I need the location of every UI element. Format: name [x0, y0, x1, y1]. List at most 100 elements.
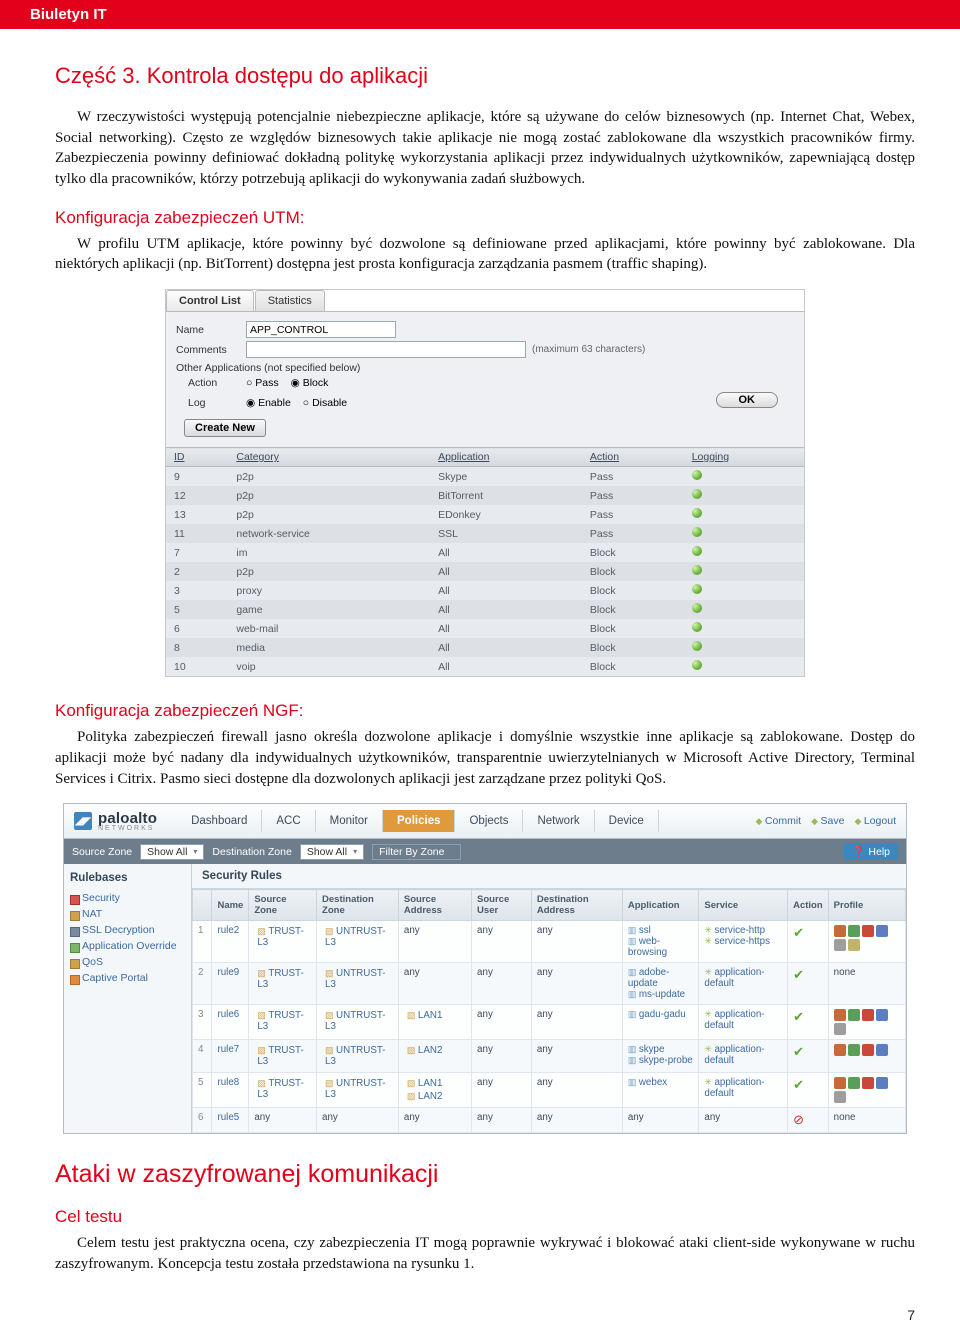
- table-row[interactable]: 11network-serviceSSLPass: [166, 524, 804, 543]
- table-row[interactable]: 5gameAllBlock: [166, 600, 804, 619]
- logging-icon: [692, 527, 702, 537]
- rules-col-header[interactable]: Destination Zone: [317, 890, 399, 921]
- other-apps-label: Other Applications (not specified below): [176, 362, 794, 374]
- rules-col-header[interactable]: Profile: [828, 890, 905, 921]
- logging-icon: [692, 489, 702, 499]
- rules-col-header[interactable]: Source Zone: [249, 890, 317, 921]
- label-comments: Comments: [176, 344, 246, 356]
- nav-tab-network[interactable]: Network: [523, 810, 594, 832]
- paloalto-topbar: ◢◤ paloaltoNETWORKS DashboardACCMonitorP…: [64, 804, 906, 839]
- security-rules-table: NameSource ZoneDestination ZoneSource Ad…: [192, 889, 906, 1133]
- paloalto-actions: Commit Save Logout: [756, 815, 897, 827]
- paragraph-intro: W rzeczywistości występują potencjalnie …: [55, 107, 915, 190]
- rules-col-header[interactable]: Source User: [472, 890, 532, 921]
- paloalto-main: Security Rules NameSource ZoneDestinatio…: [192, 864, 906, 1133]
- comments-input[interactable]: [246, 341, 526, 358]
- save-link[interactable]: Save: [811, 815, 844, 827]
- table-row[interactable]: 12p2pBitTorrentPass: [166, 486, 804, 505]
- sidebar-item-captive-portal[interactable]: Captive Portal: [70, 970, 185, 986]
- paloalto-screenshot: ◢◤ paloaltoNETWORKS DashboardACCMonitorP…: [63, 803, 907, 1134]
- table-row[interactable]: 8mediaAllBlock: [166, 638, 804, 657]
- rule-row[interactable]: 1rule2TRUST-L3UNTRUST-L3anyanyanysslweb-…: [193, 921, 906, 963]
- utm-tabs: Control List Statistics: [166, 290, 804, 312]
- utm-col-header[interactable]: ID: [166, 448, 228, 467]
- dest-zone-select[interactable]: Show All: [300, 844, 364, 860]
- rules-col-header[interactable]: Service: [699, 890, 788, 921]
- nav-tab-monitor[interactable]: Monitor: [316, 810, 383, 832]
- allow-icon: ✔: [793, 1077, 804, 1092]
- utm-heading: Konfiguracja zabezpieczeń UTM:: [55, 208, 915, 228]
- header-bar: Biuletyn IT: [0, 0, 960, 29]
- rules-col-header[interactable]: [193, 890, 212, 921]
- logout-link[interactable]: Logout: [854, 815, 896, 827]
- paloalto-nav: DashboardACCMonitorPoliciesObjectsNetwor…: [177, 810, 755, 832]
- rules-col-header[interactable]: Destination Address: [531, 890, 622, 921]
- table-row[interactable]: 9p2pSkypePass: [166, 467, 804, 487]
- table-row[interactable]: 13p2pEDonkeyPass: [166, 505, 804, 524]
- deny-icon: ⊘: [793, 1112, 804, 1127]
- source-zone-label: Source Zone: [72, 846, 132, 858]
- sidebar-item-application-override[interactable]: Application Override: [70, 938, 185, 954]
- nav-tab-policies[interactable]: Policies: [383, 810, 455, 832]
- source-zone-select[interactable]: Show All: [140, 844, 204, 860]
- utm-paragraph: W profilu UTM aplikacje, które powinny b…: [55, 234, 915, 275]
- paloalto-logo: ◢◤ paloaltoNETWORKS: [74, 810, 157, 832]
- logging-icon: [692, 508, 702, 518]
- commit-link[interactable]: Commit: [756, 815, 802, 827]
- rule-row[interactable]: 4rule7TRUST-L3UNTRUST-L3LAN2anyanyskypes…: [193, 1040, 906, 1073]
- tab-statistics[interactable]: Statistics: [255, 290, 325, 311]
- utm-col-header[interactable]: Logging: [684, 448, 804, 467]
- allow-icon: ✔: [793, 1044, 804, 1059]
- ok-button[interactable]: OK: [716, 392, 779, 408]
- rules-col-header[interactable]: Action: [788, 890, 829, 921]
- sidebar-item-security[interactable]: Security: [70, 890, 185, 906]
- page-content: Część 3. Kontrola dostępu do aplikacji W…: [0, 29, 960, 1301]
- sidebar-item-nat[interactable]: NAT: [70, 906, 185, 922]
- nav-tab-objects[interactable]: Objects: [455, 810, 523, 832]
- radio-block[interactable]: ◉ Block: [291, 377, 329, 389]
- table-row[interactable]: 7imAllBlock: [166, 543, 804, 562]
- allow-icon: ✔: [793, 967, 804, 982]
- sidebar-item-ssl-decryption[interactable]: SSL Decryption: [70, 922, 185, 938]
- rule-row[interactable]: 6rule5anyanyanyanyanyanyany⊘none: [193, 1108, 906, 1133]
- radio-pass[interactable]: ○ Pass: [246, 377, 279, 389]
- security-rules-title: Security Rules: [192, 864, 906, 889]
- table-row[interactable]: 6web-mailAllBlock: [166, 619, 804, 638]
- utm-col-header[interactable]: Application: [430, 448, 582, 467]
- ngf-paragraph: Polityka zabezpieczeń firewall jasno okr…: [55, 727, 915, 789]
- logging-icon: [692, 660, 702, 670]
- nav-tab-device[interactable]: Device: [595, 810, 659, 832]
- ngf-heading: Konfiguracja zabezpieczeń NGF:: [55, 701, 915, 721]
- cel-heading: Cel testu: [55, 1207, 915, 1227]
- rule-row[interactable]: 3rule6TRUST-L3UNTRUST-L3LAN1anyanygadu-g…: [193, 1005, 906, 1040]
- radio-enable[interactable]: ◉ Enable: [246, 397, 291, 409]
- create-new-button[interactable]: Create New: [184, 419, 266, 437]
- cel-paragraph: Celem testu jest praktyczna ocena, czy z…: [55, 1233, 915, 1274]
- rulebases-title: Rulebases: [70, 872, 185, 884]
- logging-icon: [692, 641, 702, 651]
- rules-col-header[interactable]: Application: [622, 890, 699, 921]
- tab-control-list[interactable]: Control List: [166, 290, 254, 311]
- nav-tab-dashboard[interactable]: Dashboard: [177, 810, 262, 832]
- filter-by-zone-button[interactable]: Filter By Zone: [372, 844, 461, 860]
- nav-tab-acc[interactable]: ACC: [262, 810, 315, 832]
- section-title: Część 3. Kontrola dostępu do aplikacji: [55, 63, 915, 89]
- utm-col-header[interactable]: Category: [228, 448, 430, 467]
- sidebar-item-qos[interactable]: QoS: [70, 954, 185, 970]
- name-input[interactable]: [246, 321, 396, 338]
- help-button[interactable]: Help: [844, 843, 898, 860]
- label-action: Action: [176, 377, 246, 389]
- table-row[interactable]: 2p2pAllBlock: [166, 562, 804, 581]
- rules-col-header[interactable]: Source Address: [398, 890, 471, 921]
- radio-disable[interactable]: ○ Disable: [303, 397, 347, 409]
- table-row[interactable]: 10voipAllBlock: [166, 657, 804, 676]
- table-row[interactable]: 3proxyAllBlock: [166, 581, 804, 600]
- rule-row[interactable]: 5rule8TRUST-L3UNTRUST-L3LAN1LAN2anyanywe…: [193, 1073, 906, 1108]
- utm-col-header[interactable]: Action: [582, 448, 684, 467]
- rule-row[interactable]: 2rule9TRUST-L3UNTRUST-L3anyanyanyadobe-u…: [193, 963, 906, 1005]
- logo-icon: ◢◤: [74, 812, 92, 830]
- utm-screenshot: Control List Statistics Name Comments (m…: [165, 289, 805, 677]
- rules-col-header[interactable]: Name: [212, 890, 249, 921]
- maxchars-hint: (maximum 63 characters): [532, 344, 645, 355]
- label-name: Name: [176, 324, 246, 336]
